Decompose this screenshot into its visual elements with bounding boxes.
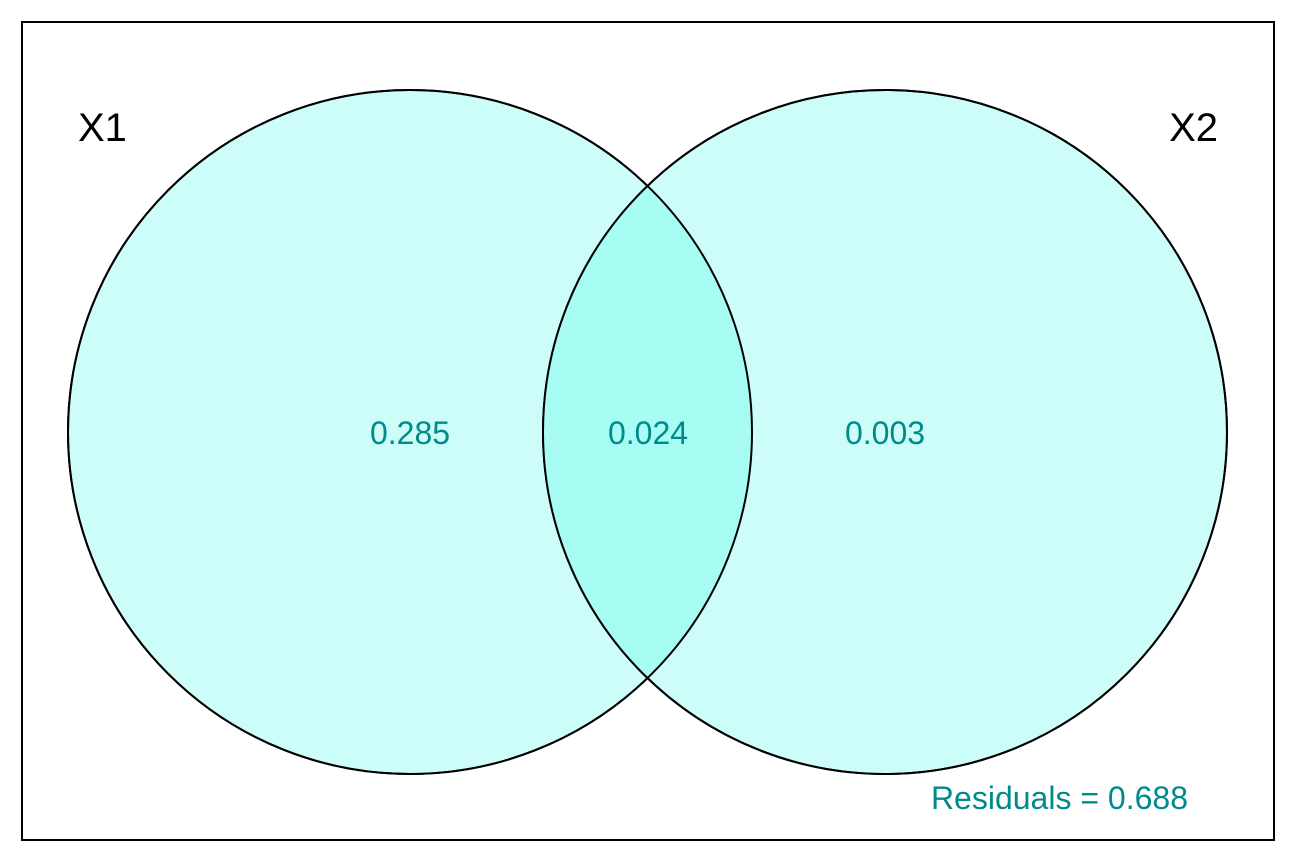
set-x2-label: X2 <box>1169 106 1218 150</box>
residuals-label: Residuals = 0.688 <box>931 780 1188 816</box>
set-x1-outline <box>67 89 753 775</box>
set-x2-outline <box>542 89 1228 775</box>
overlap-value: 0.024 <box>608 415 688 451</box>
x2-only-value: 0.003 <box>845 415 925 451</box>
x1-only-value: 0.285 <box>370 415 450 451</box>
set-x1-label: X1 <box>78 106 127 150</box>
